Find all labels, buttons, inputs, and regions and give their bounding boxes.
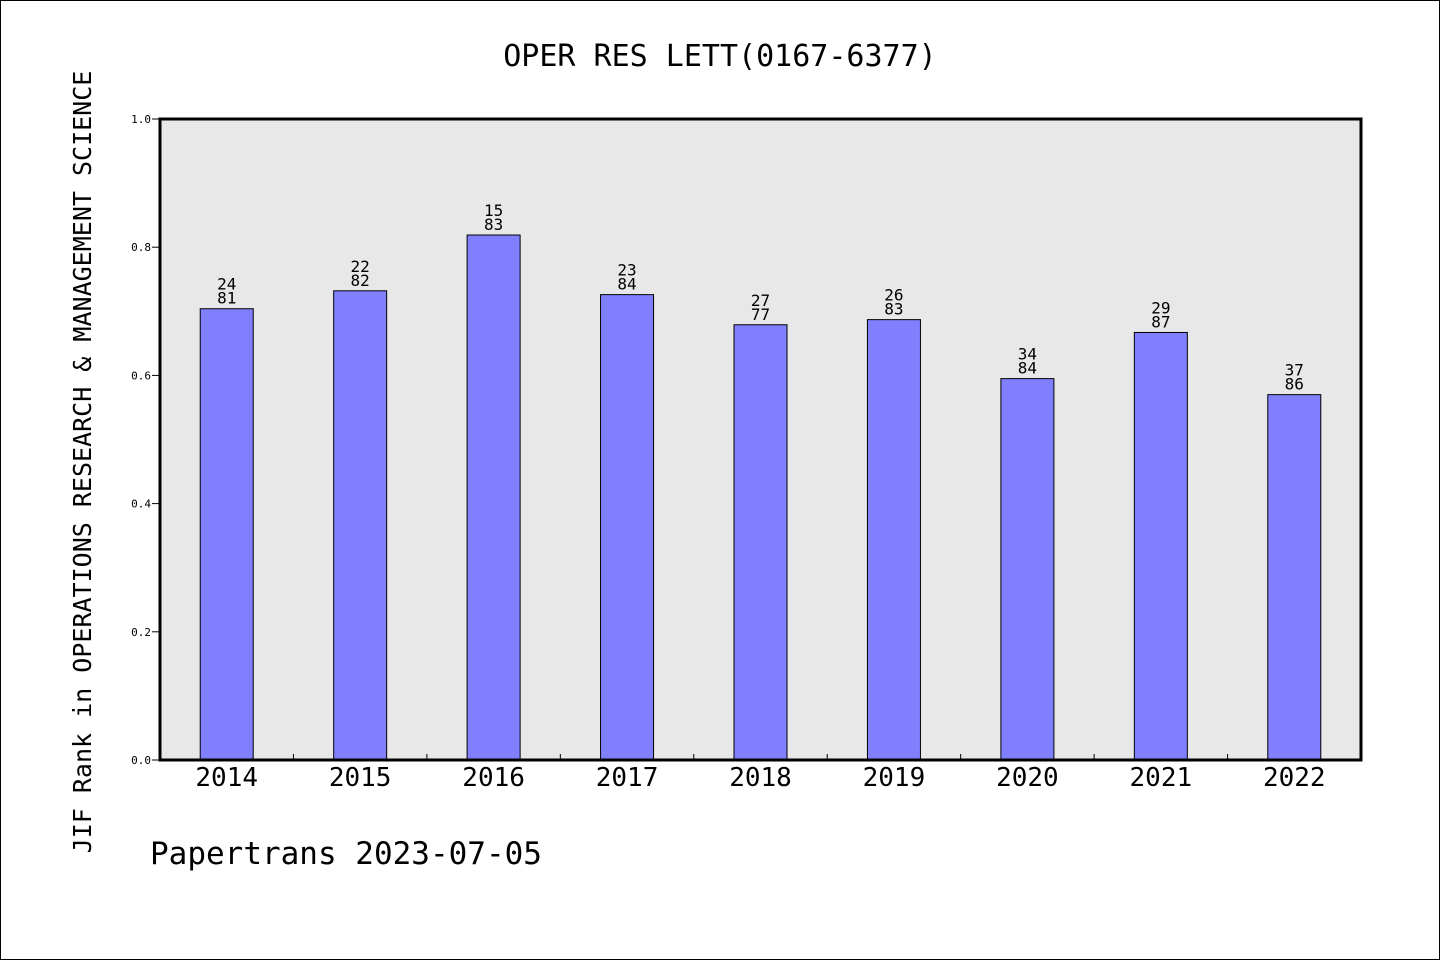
y-tick-label: 0.6	[131, 369, 151, 382]
x-tick-label: 2021	[1130, 763, 1193, 793]
x-tick-label: 2016	[462, 763, 525, 793]
bar-2022	[1267, 394, 1322, 761]
x-tick-label: 2022	[1263, 763, 1326, 793]
y-tick-label: 1.0	[131, 113, 151, 126]
y-axis-label: JIF Rank in OPERATIONS RESEARCH & MANAGE…	[68, 71, 97, 854]
y-tick-label: 0.2	[131, 626, 151, 639]
bar-rank-label: 29	[1151, 298, 1170, 317]
bar-rank-label: 37	[1285, 361, 1304, 380]
x-tick-label: 2020	[996, 763, 1059, 793]
bar-total-label: 83	[484, 215, 503, 234]
bar-total-label: 86	[1285, 375, 1304, 394]
x-tick-label: 2014	[195, 763, 258, 793]
bar-total-label: 83	[884, 300, 903, 319]
bar-rank-label: 15	[484, 201, 503, 220]
x-tick-label: 2018	[729, 763, 792, 793]
bar-2015	[333, 290, 388, 761]
y-tick-label: 0.8	[131, 241, 151, 254]
bar-2014	[199, 308, 254, 761]
bar-total-label: 81	[217, 289, 236, 308]
bar-2020	[1000, 378, 1055, 761]
bar-2021	[1133, 331, 1188, 761]
bar-rank-label: 26	[884, 286, 903, 305]
bar-rank-label: 24	[217, 275, 236, 294]
bar-2019	[866, 319, 921, 761]
bar-total-label: 84	[617, 275, 636, 294]
bar-total-label: 77	[751, 305, 770, 324]
chart-title: OPER RES LETT(0167-6377)	[503, 39, 936, 74]
x-tick-label: 2019	[863, 763, 926, 793]
bar-rank-label: 27	[751, 291, 770, 310]
bar-total-label: 82	[351, 271, 370, 290]
x-axis: 2014 2015 2016 2017 2018 2019 2020 2021 2022	[195, 754, 1326, 793]
bar-total-label: 87	[1151, 312, 1170, 331]
bar-rank-label: 22	[351, 257, 370, 276]
x-tick-label: 2017	[596, 763, 659, 793]
footer-credit: Papertrans 2023-07-05	[150, 836, 542, 872]
bar-2017	[600, 294, 655, 761]
y-tick-label: 0.4	[131, 498, 151, 511]
bar-rank-label: 23	[617, 261, 636, 280]
plot-border	[158, 117, 1363, 762]
y-axis: 0.0 0.2 0.4 0.6 0.8 1.0	[131, 113, 160, 767]
y-tick-label: 0.0	[131, 754, 151, 767]
bar-2016	[466, 234, 521, 761]
bar-rank-label: 34	[1018, 345, 1037, 364]
bar-total-label: 84	[1018, 359, 1037, 378]
bar-2018	[733, 324, 788, 761]
x-tick-label: 2015	[329, 763, 392, 793]
